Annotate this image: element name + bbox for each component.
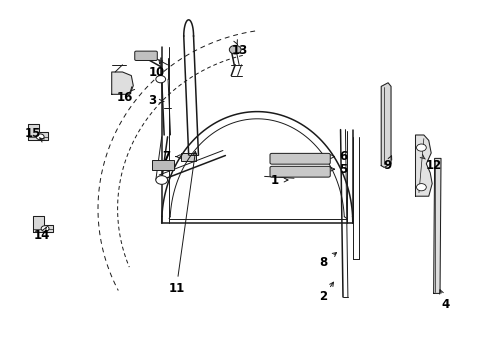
Circle shape bbox=[36, 134, 44, 140]
Text: 2: 2 bbox=[319, 291, 327, 303]
Text: 16: 16 bbox=[117, 91, 133, 104]
Circle shape bbox=[156, 76, 166, 83]
Text: 9: 9 bbox=[383, 159, 391, 172]
Bar bbox=[152, 160, 174, 170]
Polygon shape bbox=[112, 72, 133, 94]
Polygon shape bbox=[28, 124, 48, 140]
Text: 13: 13 bbox=[232, 44, 248, 57]
Polygon shape bbox=[434, 158, 441, 293]
FancyBboxPatch shape bbox=[270, 166, 330, 177]
Text: 1: 1 bbox=[270, 174, 278, 186]
Circle shape bbox=[41, 226, 49, 231]
Text: 11: 11 bbox=[168, 282, 185, 294]
FancyBboxPatch shape bbox=[135, 51, 157, 60]
Text: 10: 10 bbox=[148, 66, 165, 78]
Text: 7: 7 bbox=[163, 150, 171, 163]
Text: 15: 15 bbox=[25, 127, 42, 140]
Text: 8: 8 bbox=[319, 256, 327, 269]
Text: 12: 12 bbox=[425, 159, 442, 172]
Circle shape bbox=[416, 184, 426, 191]
Text: 14: 14 bbox=[33, 229, 50, 242]
Polygon shape bbox=[416, 135, 432, 196]
FancyBboxPatch shape bbox=[181, 153, 196, 161]
Polygon shape bbox=[381, 83, 391, 167]
Circle shape bbox=[156, 176, 168, 184]
Text: 4: 4 bbox=[442, 298, 450, 311]
Text: 5: 5 bbox=[339, 163, 347, 176]
Circle shape bbox=[229, 45, 241, 54]
Circle shape bbox=[416, 144, 426, 151]
Polygon shape bbox=[33, 216, 53, 232]
Text: 3: 3 bbox=[148, 94, 156, 107]
FancyBboxPatch shape bbox=[270, 153, 330, 164]
Text: 6: 6 bbox=[339, 150, 347, 163]
